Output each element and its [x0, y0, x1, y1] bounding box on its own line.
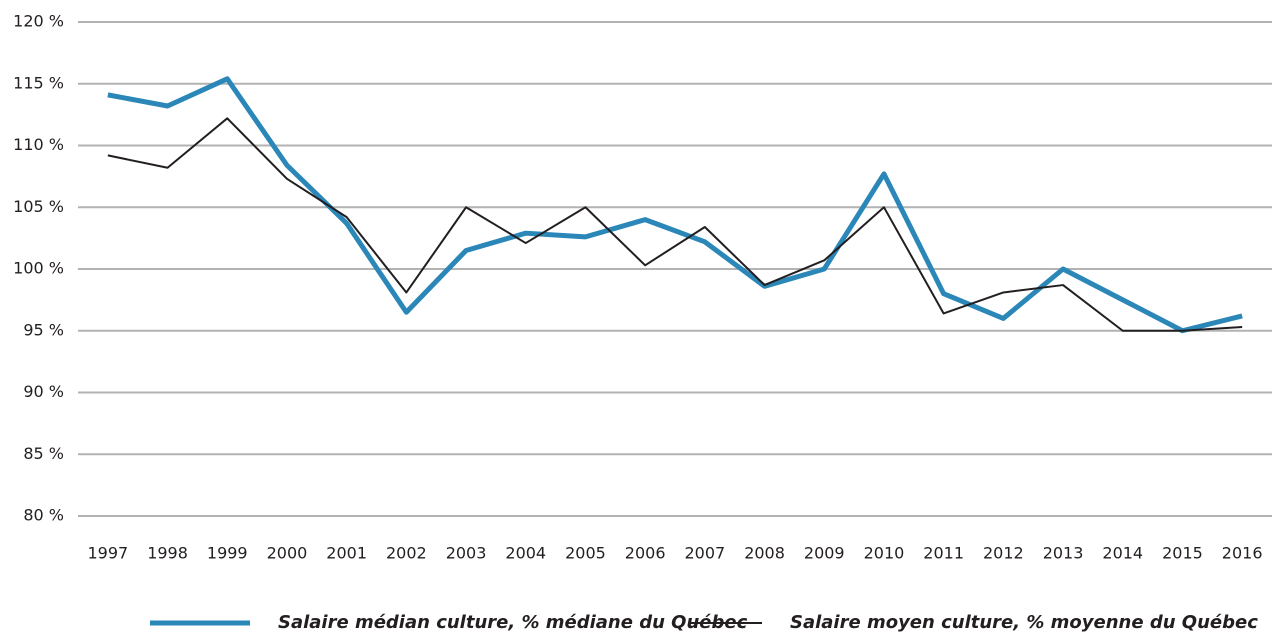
x-tick-label: 2003	[446, 544, 487, 563]
y-tick-label: 110 %	[13, 135, 64, 154]
y-tick-label: 90 %	[23, 382, 64, 401]
x-tick-label: 2013	[1043, 544, 1084, 563]
y-tick-label: 100 %	[13, 259, 64, 278]
legend-label: Salaire médian culture, % médiane du Qué…	[278, 612, 748, 633]
x-tick-label: 2008	[744, 544, 785, 563]
x-tick-label: 2011	[923, 544, 964, 563]
series-line	[107, 76, 1243, 334]
x-tick-label: 2007	[684, 544, 725, 563]
y-tick-label: 115 %	[13, 73, 64, 92]
x-tick-label: 1998	[147, 544, 188, 563]
x-tick-label: 1999	[207, 544, 248, 563]
x-tick-label: 1997	[87, 544, 128, 563]
x-tick-label: 2006	[625, 544, 666, 563]
x-tick-label: 2002	[386, 544, 427, 563]
y-tick-label: 120 %	[13, 12, 64, 31]
x-tick-label: 2015	[1162, 544, 1203, 563]
y-tick-label: 85 %	[23, 444, 64, 463]
series-line	[107, 117, 1243, 332]
x-tick-label: 2016	[1222, 544, 1263, 563]
x-tick-label: 2014	[1102, 544, 1143, 563]
x-tick-label: 2004	[505, 544, 546, 563]
y-tick-label: 80 %	[23, 506, 64, 525]
x-tick-label: 2000	[267, 544, 308, 563]
legend-label: Salaire moyen culture, % moyenne du Québ…	[790, 612, 1258, 633]
x-tick-label: 2005	[565, 544, 606, 563]
x-tick-label: 2009	[804, 544, 845, 563]
x-tick-label: 2010	[864, 544, 905, 563]
x-tick-label: 2012	[983, 544, 1024, 563]
y-tick-label: 95 %	[23, 320, 64, 339]
x-tick-label: 2001	[326, 544, 367, 563]
y-tick-label: 105 %	[13, 197, 64, 216]
